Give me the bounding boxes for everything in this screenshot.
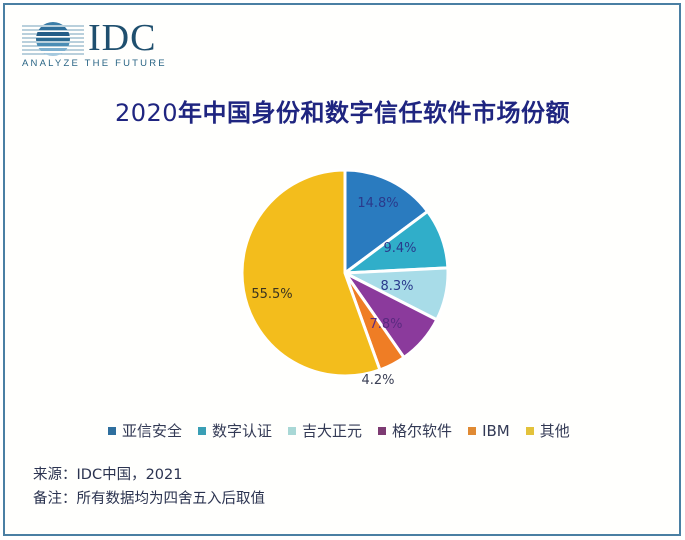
pie-data-label: 14.8%: [357, 196, 398, 211]
legend-item: 吉大正元: [288, 420, 362, 441]
legend-swatch-icon: [198, 426, 207, 435]
legend-swatch-icon: [525, 426, 534, 435]
chart-title-year: 2020: [114, 99, 179, 127]
rounding-note: 备注：所有数据均为四舍五入后取值: [33, 491, 265, 507]
legend-label: 数字认证: [212, 422, 273, 440]
legend-item: IBM: [468, 422, 510, 440]
idc-globe-icon: [22, 22, 84, 56]
pie-data-label: 55.5%: [251, 287, 292, 302]
legend-item: 数字认证: [198, 420, 272, 441]
legend-label: IBM: [482, 421, 510, 440]
source-note: 来源：IDC中国，2021: [33, 467, 183, 483]
legend-label: 亚信安全: [122, 422, 183, 440]
pie-slice-6: [240, 168, 382, 378]
pie-data-label: 8.3%: [380, 279, 413, 294]
legend-item: 亚信安全: [108, 420, 182, 441]
chart-title: 2020年中国身份和数字信任软件市场份额: [0, 93, 685, 128]
legend-label: 格尔软件: [392, 422, 453, 440]
logo-tagline: ANALYZE THE FUTURE: [22, 58, 167, 69]
chart-footer: 来源：IDC中国，2021 备注：所有数据均为四舍五入后取值: [33, 463, 265, 511]
pie-data-label: 9.4%: [383, 241, 416, 256]
pie-data-label: 7.8%: [369, 317, 402, 332]
legend-swatch-icon: [378, 426, 387, 435]
idc-logo: IDC ANALYZE THE FUTURE: [20, 18, 170, 70]
legend-item: 格尔软件: [378, 420, 452, 441]
pie-data-label: 4.2%: [361, 373, 394, 388]
chart-title-text: 年中国身份和数字信任软件市场份额: [178, 99, 571, 127]
legend-swatch-icon: [108, 426, 116, 435]
legend-label: 吉大正元: [302, 422, 363, 440]
legend-item: 其他: [525, 420, 570, 441]
logo-brand: IDC: [88, 17, 157, 59]
legend-swatch-icon: [468, 426, 477, 435]
pie-slice-1: [343, 168, 430, 275]
chart-legend: 亚信安全 数字认证 吉大正元 格尔软件 IBM 其他: [108, 420, 586, 441]
legend-swatch-icon: [288, 426, 297, 435]
legend-label: 其他: [539, 422, 570, 440]
